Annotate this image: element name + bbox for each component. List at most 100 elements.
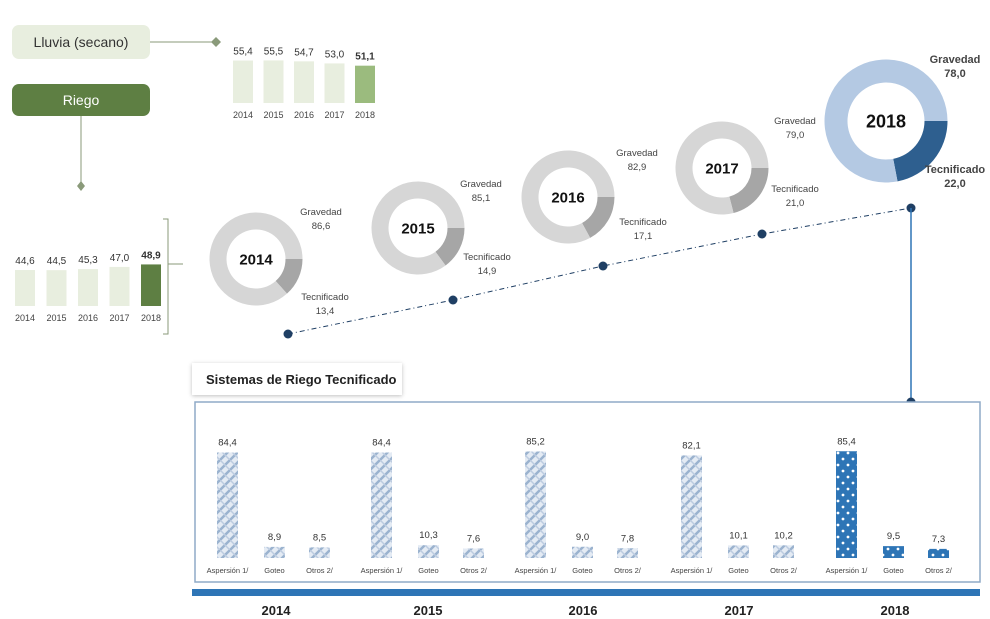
donut-2017-year-label: 2017	[705, 160, 738, 177]
sistemas-2016-bar-2	[617, 548, 638, 558]
sistemas-2017-category-1: Goteo	[728, 566, 748, 575]
sistemas-2016-value-2: 7,8	[621, 533, 634, 544]
sistemas-2018-category-0: Aspersión 1/	[826, 566, 869, 575]
donut-2017-gravedad-slice	[675, 121, 769, 215]
donut-2016-gravedad-value: 82,9	[628, 162, 647, 173]
sistemas-2014-category-2: Otros 2/	[306, 566, 334, 575]
lluvia-connector-marker	[211, 37, 221, 47]
sistemas-2017-value-1: 10,1	[729, 530, 748, 541]
donut-2015-tecnificado-name: Tecnificado	[463, 252, 511, 263]
sistemas-2015-value-1: 10,3	[419, 530, 438, 541]
lluvia-value-2015: 55,5	[264, 46, 284, 57]
donut-2018-tecnificado-slice	[893, 121, 948, 182]
sistemas-2014-value-0: 84,4	[218, 438, 237, 449]
donut-2018-year-label: 2018	[866, 111, 906, 131]
sistemas-2018-category-1: Goteo	[883, 566, 903, 575]
sistemas-2018-bar-0	[836, 451, 857, 558]
riego-bar-2018	[141, 264, 161, 306]
lluvia-value-2016: 54,7	[294, 47, 314, 58]
riego-bar-2014	[15, 270, 35, 306]
donut-charts: 2014 Gravedad 86,6 Tecnificado 13,4 2015 Grave…	[209, 54, 986, 317]
sistemas-2015-category-1: Goteo	[418, 566, 438, 575]
donut-2018-tecnificado-name: Tecnificado	[925, 164, 986, 176]
sistemas-2016-value-0: 85,2	[526, 437, 545, 448]
trend-dot-2015	[448, 295, 458, 305]
riego-value-2018: 48,9	[141, 250, 161, 261]
riego-bar-2016	[78, 269, 98, 306]
sistemas-2016-value-1: 9,0	[576, 532, 589, 543]
donut-2015-year-label: 2015	[401, 220, 434, 237]
sistemas-2018-category-2: Otros 2/	[925, 566, 953, 575]
donut-2017-gravedad-name: Gravedad	[774, 116, 816, 127]
lluvia-bar-chart: 55,4 2014 55,5 2015 54,7 2016 53,0 2017 51,1 2018	[233, 46, 375, 120]
sistemas-2015-bar-2	[463, 548, 484, 558]
donut-2018-gravedad-name: Gravedad	[930, 54, 981, 66]
lluvia-value-2018: 51,1	[355, 52, 375, 63]
sistemas-2015-value-0: 84,4	[372, 438, 391, 449]
trend-markers	[283, 203, 916, 339]
riego-tick-2018: 2018	[141, 313, 161, 323]
sistemas-2014-bar-1	[264, 546, 285, 558]
sistemas-title: Sistemas de Riego Tecnificado	[192, 363, 402, 395]
sistemas-2018-value-0: 85,4	[837, 436, 856, 447]
donut-2017-gravedad-value: 79,0	[786, 130, 805, 141]
sistemas-2014-category-1: Goteo	[264, 566, 284, 575]
donut-2014-gravedad-slice	[209, 212, 303, 306]
donut-2015-tecnificado-value: 14,9	[478, 266, 497, 277]
donut-2014-gravedad-value: 86,6	[312, 221, 331, 232]
riego-tick-2014: 2014	[15, 313, 35, 323]
sistemas-2017-value-0: 82,1	[682, 440, 701, 451]
donut-2014-gravedad-name: Gravedad	[300, 207, 342, 218]
sistemas-2018-bar-1	[883, 546, 904, 558]
donut-2016-tecnificado-slice	[582, 197, 615, 238]
sistemas-2015-category-2: Otros 2/	[460, 566, 488, 575]
sistemas-2016-category-0: Aspersión 1/	[515, 566, 558, 575]
lluvia-secano-label: Lluvia (secano)	[12, 25, 150, 59]
donut-2014-tecnificado-slice	[275, 259, 303, 294]
donut-2017-tecnificado-name: Tecnificado	[771, 184, 819, 195]
donut-2015-gravedad-slice	[371, 181, 465, 275]
riego-bar-2017	[109, 266, 130, 306]
donut-2016-tecnificado-name: Tecnificado	[619, 217, 667, 228]
sistemas-year-label-2016: 2016	[569, 603, 598, 618]
sistemas-2014-category-0: Aspersión 1/	[207, 566, 250, 575]
riego-value-2017: 47,0	[110, 253, 130, 264]
donut-2016-gravedad-slice	[521, 150, 615, 244]
riego-tick-2016: 2016	[78, 313, 98, 323]
sistemas-year-band	[192, 589, 980, 596]
sistemas-year-label-2014: 2014	[262, 603, 292, 618]
lluvia-tick-2017: 2017	[324, 110, 344, 120]
trend-dot-2016	[598, 261, 608, 271]
lluvia-tick-2014: 2014	[233, 110, 253, 120]
sistemas-2018-value-1: 9,5	[887, 531, 900, 542]
sistemas-2016-bar-1	[572, 546, 593, 558]
trend-line	[287, 207, 912, 335]
sistemas-bar-chart: 84,4 Aspersión 1/8,9 Goteo 8,5 Otros 2/2014 8…	[207, 436, 953, 618]
riego-connector-marker	[77, 181, 85, 191]
riego-value-2015: 44,5	[47, 256, 67, 267]
lluvia-bar-2018	[355, 65, 375, 103]
lluvia-value-2017: 53,0	[325, 49, 345, 60]
riego-label: Riego	[12, 84, 150, 116]
lluvia-bar-2014	[233, 60, 253, 103]
lluvia-tick-2018: 2018	[355, 110, 375, 120]
sistemas-2018-value-2: 7,3	[932, 534, 945, 545]
riego-tick-2015: 2015	[46, 313, 66, 323]
donut-2018-gravedad-value: 78,0	[944, 68, 965, 80]
sistemas-2017-bar-0	[681, 455, 702, 558]
riego-value-2014: 44,6	[15, 256, 35, 267]
sistemas-2015-bar-1	[418, 545, 439, 558]
connector-lines	[80, 41, 216, 335]
sistemas-2014-value-1: 8,9	[268, 532, 281, 543]
sistemas-2015-value-2: 7,6	[467, 534, 480, 545]
sistemas-2015-bar-0	[371, 452, 392, 558]
lluvia-bar-2015	[263, 60, 284, 103]
lluvia-tick-2015: 2015	[263, 110, 283, 120]
sistemas-2014-bar-2	[309, 547, 330, 558]
riego-value-2016: 45,3	[78, 255, 98, 266]
lluvia-bar-2016	[294, 61, 314, 103]
sistemas-year-label-2017: 2017	[725, 603, 754, 618]
donut-2017-tecnificado-slice	[729, 168, 769, 214]
donut-2014-tecnificado-value: 13,4	[316, 306, 335, 317]
